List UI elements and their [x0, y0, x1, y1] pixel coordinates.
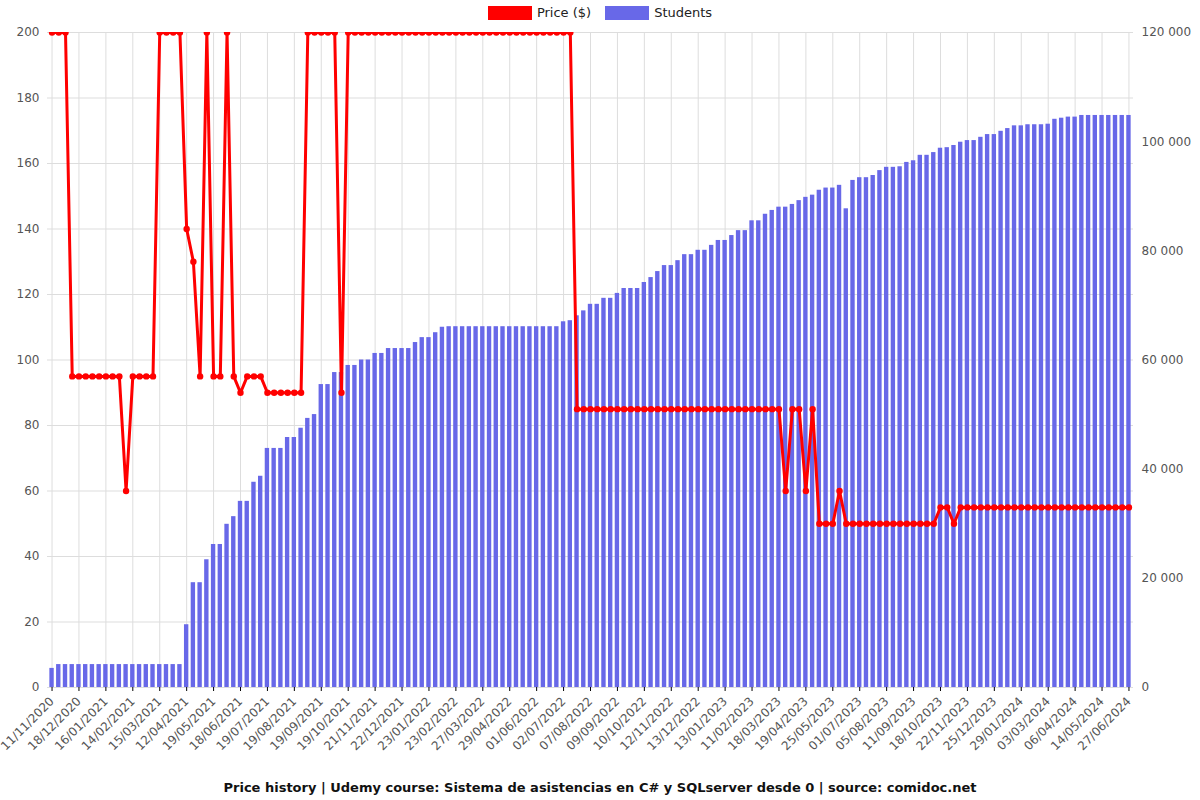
svg-text:100 000: 100 000 — [1142, 135, 1192, 149]
svg-text:05/08/2023: 05/08/2023 — [832, 694, 892, 754]
svg-text:60 000: 60 000 — [1142, 353, 1184, 367]
svg-text:19/07/2021: 19/07/2021 — [213, 694, 273, 754]
svg-text:100: 100 — [17, 353, 40, 367]
svg-text:20 000: 20 000 — [1142, 571, 1184, 585]
svg-text:22/11/2023: 22/11/2023 — [913, 694, 973, 754]
svg-text:01/06/2022: 01/06/2022 — [482, 694, 542, 754]
svg-text:29/04/2022: 29/04/2022 — [455, 694, 515, 754]
svg-text:180: 180 — [17, 91, 40, 105]
svg-text:11/02/2023: 11/02/2023 — [698, 694, 757, 754]
svg-text:07/08/2022: 07/08/2022 — [536, 694, 596, 754]
svg-text:25/12/2023: 25/12/2023 — [940, 694, 1000, 754]
svg-text:16/01/2021: 16/01/2021 — [51, 694, 111, 754]
html-text:Price history | Udemy course:: Price history | Udemy course: Sistema de… — [223, 780, 977, 795]
svg-text:27/06/2024: 27/06/2024 — [1075, 694, 1134, 753]
svg-text:19/04/2023: 19/04/2023 — [751, 694, 811, 754]
svg-text:01/07/2023: 01/07/2023 — [805, 694, 865, 754]
svg-text:80: 80 — [24, 418, 39, 432]
svg-text:13/01/2023: 13/01/2023 — [671, 694, 730, 754]
svg-text:27/03/2022: 27/03/2022 — [428, 694, 488, 754]
svg-text:19/05/2021: 19/05/2021 — [159, 694, 219, 754]
svg-text:13/12/2022: 13/12/2022 — [644, 694, 703, 754]
svg-text:03/03/2024: 03/03/2024 — [994, 694, 1053, 754]
svg-text:18/10/2023: 18/10/2023 — [886, 694, 946, 754]
svg-text:14/02/2021: 14/02/2021 — [78, 694, 138, 754]
svg-text:19/09/2021: 19/09/2021 — [267, 694, 327, 754]
svg-text:40 000: 40 000 — [1142, 462, 1184, 476]
svg-text:15/03/2021: 15/03/2021 — [105, 694, 165, 754]
svg-text:60: 60 — [24, 484, 39, 498]
svg-text:80 000: 80 000 — [1142, 244, 1184, 258]
svg-text:19/10/2021: 19/10/2021 — [294, 694, 353, 754]
svg-text:0: 0 — [32, 680, 40, 694]
html-text:Students: Students — [654, 5, 713, 20]
svg-text:06/04/2024: 06/04/2024 — [1021, 694, 1080, 754]
html-text:Price ($): Price ($) — [536, 5, 592, 20]
svg-text:23/01/2022: 23/01/2022 — [375, 694, 434, 754]
svg-text:10/10/2022: 10/10/2022 — [590, 694, 650, 754]
svg-text:19/08/2021: 19/08/2021 — [240, 694, 300, 754]
svg-text:200: 200 — [17, 25, 40, 39]
svg-text:18/12/2020: 18/12/2020 — [25, 694, 84, 754]
svg-text:25/05/2023: 25/05/2023 — [778, 694, 838, 754]
svg-text:02/07/2022: 02/07/2022 — [509, 694, 569, 754]
svg-text:09/09/2022: 09/09/2022 — [563, 694, 623, 754]
svg-text:140: 140 — [17, 222, 40, 236]
svg-text:20: 20 — [24, 615, 39, 629]
svg-text:160: 160 — [17, 156, 40, 170]
svg-text:0: 0 — [1142, 680, 1150, 694]
svg-text:29/01/2024: 29/01/2024 — [967, 694, 1027, 754]
svg-text:40: 40 — [24, 549, 39, 563]
svg-text:14/05/2024: 14/05/2024 — [1048, 694, 1107, 754]
svg-text:23/02/2022: 23/02/2022 — [401, 694, 461, 754]
svg-text:22/12/2021: 22/12/2021 — [348, 694, 407, 754]
svg-text:12/11/2022: 12/11/2022 — [617, 694, 677, 754]
svg-text:21/11/2021: 21/11/2021 — [321, 694, 380, 754]
svg-text:11/09/2023: 11/09/2023 — [859, 694, 919, 754]
svg-text:18/06/2021: 18/06/2021 — [186, 694, 246, 754]
svg-text:120 000: 120 000 — [1142, 25, 1192, 39]
svg-text:18/03/2023: 18/03/2023 — [725, 694, 784, 754]
svg-text:12/04/2021: 12/04/2021 — [132, 694, 192, 754]
svg-text:120: 120 — [17, 287, 40, 301]
